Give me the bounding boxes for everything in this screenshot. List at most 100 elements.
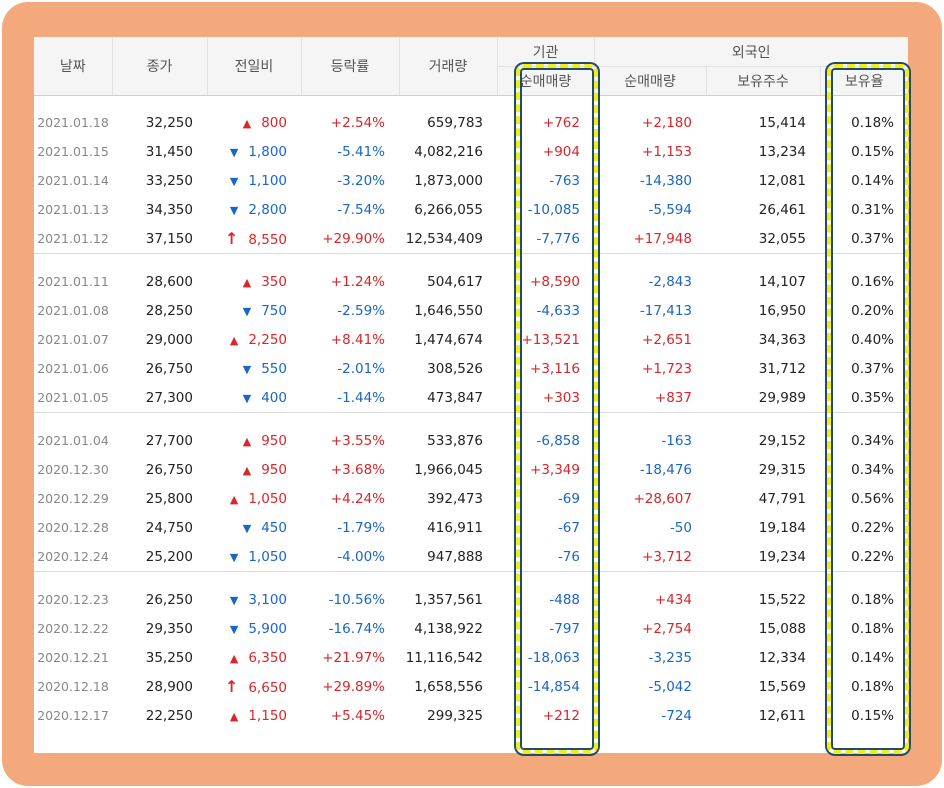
table-row: 2020.12.22 29,350 ▼ 5,900 -16.74% 4,138,922 -7… bbox=[34, 614, 908, 643]
foreign-net-cell: -14,380 bbox=[639, 172, 692, 189]
foreign-hold-cell: 31,712 bbox=[758, 360, 806, 377]
volume-cell: 392,473 bbox=[427, 490, 483, 507]
header-rate: 등락률 bbox=[301, 37, 400, 95]
diff-value: 950 bbox=[261, 461, 287, 478]
volume-cell: 1,474,674 bbox=[414, 331, 483, 348]
diff-cell: ▼ 3,100 bbox=[207, 585, 301, 614]
rate-cell: -5.41% bbox=[337, 143, 385, 160]
diff-value: 400 bbox=[261, 389, 287, 406]
rate-cell: -16.74% bbox=[328, 620, 385, 637]
header-volume: 거래량 bbox=[399, 37, 498, 95]
date-cell: 2020.12.22 bbox=[37, 621, 109, 636]
foreign-ratio-cell: 0.40% bbox=[851, 331, 894, 348]
volume-cell: 659,783 bbox=[427, 114, 483, 131]
foreign-net-cell: +1,723 bbox=[642, 360, 692, 377]
foreign-ratio-cell: 0.56% bbox=[851, 490, 894, 507]
date-cell: 2020.12.18 bbox=[37, 679, 109, 694]
header-foreign-hold: 보유주수 bbox=[706, 66, 821, 95]
foreign-ratio-cell: 0.14% bbox=[851, 649, 894, 666]
volume-cell: 1,966,045 bbox=[414, 461, 483, 478]
group-spacer bbox=[34, 572, 908, 586]
rate-cell: +5.45% bbox=[330, 707, 385, 724]
foreign-hold-cell: 19,234 bbox=[706, 542, 820, 572]
table-row: 2021.01.07 29,000 ▲ 2,250 +8.41% 1,474,674 +13… bbox=[34, 325, 908, 354]
table-row: 2021.01.15 31,450 ▼ 1,800 -5.41% 4,082,216 +90… bbox=[34, 137, 908, 166]
inst-net-cell: +904 bbox=[542, 143, 580, 160]
inst-net-cell: -18,063 bbox=[527, 649, 580, 666]
foreign-ratio-cell: 0.35% bbox=[820, 383, 908, 413]
upper-limit-arrow-icon: ↑ bbox=[224, 677, 239, 696]
down-triangle-icon: ▼ bbox=[229, 145, 239, 159]
foreign-net-cell: +2,651 bbox=[642, 331, 692, 348]
diff-cell: ▲ 2,250 bbox=[207, 325, 301, 354]
foreign-net-cell: +17,948 bbox=[594, 224, 706, 254]
volume-cell: 1,357,561 bbox=[414, 591, 483, 608]
table-row: 2020.12.18 28,900 ↑ 6,650 +29.89% 1,658,556 -1… bbox=[34, 672, 908, 701]
diff-value: 1,150 bbox=[248, 707, 287, 724]
rate-cell: +3.55% bbox=[330, 432, 385, 449]
diff-value: 6,350 bbox=[248, 649, 287, 666]
volume-cell: 11,116,542 bbox=[405, 649, 483, 666]
date-cell: 2021.01.18 bbox=[37, 115, 109, 130]
diff-cell: ▼ 1,050 bbox=[207, 542, 301, 572]
close-cell: 25,800 bbox=[145, 490, 193, 507]
foreign-hold-cell: 29,152 bbox=[758, 432, 806, 449]
table-row: 2020.12.29 25,800 ▲ 1,050 +4.24% 392,473 -69 +2… bbox=[34, 484, 908, 513]
volume-cell: 504,617 bbox=[427, 273, 483, 290]
rate-cell: +8.41% bbox=[330, 331, 385, 348]
volume-cell: 947,888 bbox=[399, 542, 497, 572]
diff-cell: ▼ 1,800 bbox=[207, 137, 301, 166]
date-cell: 2021.01.12 bbox=[34, 224, 112, 254]
down-triangle-icon: ▼ bbox=[229, 622, 239, 636]
diff-cell: ↑ 6,650 bbox=[207, 672, 301, 701]
foreign-net-cell: +2,180 bbox=[642, 114, 692, 131]
diff-cell: ▼ 400 bbox=[207, 383, 301, 413]
inst-net-cell: -67 bbox=[557, 519, 580, 536]
header-date: 날짜 bbox=[34, 37, 113, 95]
close-cell: 37,150 bbox=[112, 224, 207, 254]
table-row: 2021.01.05 27,300 ▼ 400 -1.44% 473,847 +303 +83… bbox=[34, 383, 908, 413]
close-cell: 29,000 bbox=[145, 331, 193, 348]
up-triangle-icon: ▲ bbox=[229, 333, 239, 347]
down-triangle-icon: ▼ bbox=[229, 550, 239, 564]
date-cell: 2021.01.14 bbox=[37, 173, 109, 188]
diff-value: 1,100 bbox=[248, 172, 287, 189]
diff-value: 6,650 bbox=[248, 680, 287, 696]
rate-cell: -1.79% bbox=[337, 519, 385, 536]
date-cell: 2021.01.07 bbox=[37, 332, 109, 347]
foreign-hold-cell: 13,234 bbox=[758, 143, 806, 160]
diff-value: 800 bbox=[261, 114, 287, 131]
rate-cell: +29.89% bbox=[322, 678, 385, 695]
foreign-ratio-cell: 0.20% bbox=[851, 302, 894, 319]
table-row: 2021.01.06 26,750 ▼ 550 -2.01% 308,526 +3,116 +… bbox=[34, 354, 908, 383]
volume-cell: 1,658,556 bbox=[414, 678, 483, 695]
up-triangle-icon: ▲ bbox=[242, 116, 252, 130]
inst-net-cell: +3,349 bbox=[530, 461, 580, 478]
inst-net-cell: +8,590 bbox=[530, 273, 580, 290]
volume-cell: 4,138,922 bbox=[414, 620, 483, 637]
down-triangle-icon: ▼ bbox=[229, 174, 239, 188]
foreign-net-cell: -5,042 bbox=[648, 678, 692, 695]
up-triangle-icon: ▲ bbox=[229, 709, 239, 723]
stock-trading-panel: 날짜 종가 전일비 등락률 거래량 기관 외국인 순매매량 순매매량 보유주수 … bbox=[34, 37, 908, 753]
close-cell: 28,600 bbox=[145, 273, 193, 290]
foreign-hold-cell: 32,055 bbox=[706, 224, 820, 254]
inst-net-cell: -69 bbox=[557, 490, 580, 507]
inst-net-cell: +762 bbox=[542, 114, 580, 131]
inst-net-cell: -4,633 bbox=[536, 302, 580, 319]
diff-value: 950 bbox=[261, 432, 287, 449]
rate-cell: +2.54% bbox=[330, 114, 385, 131]
table-row: 2021.01.08 28,250 ▼ 750 -2.59% 1,646,550 -4,63… bbox=[34, 296, 908, 325]
down-triangle-icon: ▼ bbox=[229, 203, 239, 217]
date-cell: 2021.01.11 bbox=[37, 274, 109, 289]
foreign-ratio-cell: 0.22% bbox=[851, 519, 894, 536]
foreign-net-cell: +28,607 bbox=[633, 490, 692, 507]
table-row: 2020.12.30 26,750 ▲ 950 +3.68% 1,966,045 +3,34… bbox=[34, 455, 908, 484]
foreign-ratio-cell: 0.18% bbox=[851, 591, 894, 608]
foreign-ratio-cell: 0.22% bbox=[820, 542, 908, 572]
table-row: 2020.12.21 35,250 ▲ 6,350 +21.97% 11,116,542 -… bbox=[34, 643, 908, 672]
date-cell: 2020.12.28 bbox=[37, 520, 109, 535]
close-cell: 32,250 bbox=[145, 114, 193, 131]
volume-cell: 12,534,409 bbox=[399, 224, 497, 254]
date-cell: 2021.01.15 bbox=[37, 144, 109, 159]
